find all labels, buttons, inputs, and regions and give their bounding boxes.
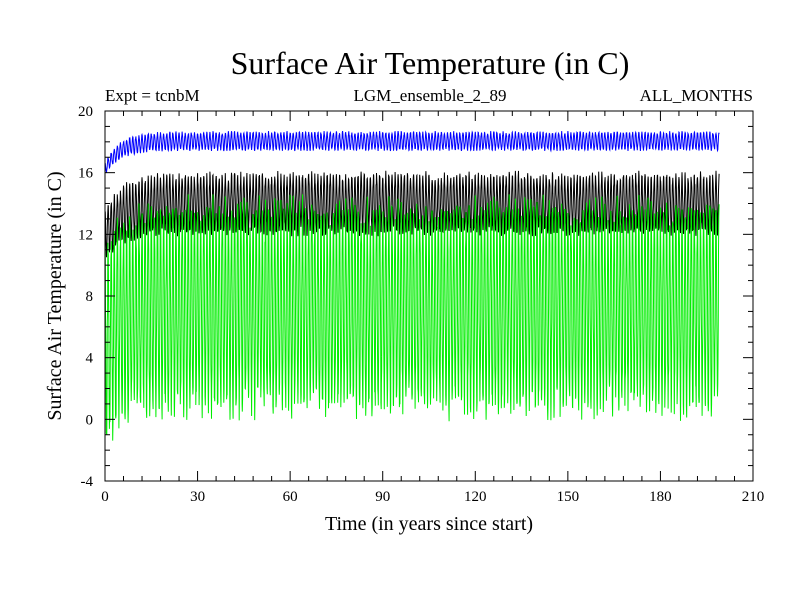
x-tick-label: 180 [649,489,672,505]
y-axis-label: Surface Air Temperature (in C) [44,171,66,420]
y-tick-label: -4 [81,474,94,490]
x-tick-label: 150 [557,489,580,505]
y-tick-label: 4 [86,351,94,367]
series-line-middle [104,170,720,258]
x-tick-label: 30 [190,489,205,505]
ensemble-label: LGM_ensemble_2_89 [354,86,507,105]
series-line-upper [104,130,720,173]
x-tick-label: 90 [375,489,390,505]
months-label: ALL_MONTHS [640,86,753,105]
tick-layer: 0 30 60 90 120 150 180 210 -4 0 4 8 12 16 20 [78,104,764,505]
y-tick-label: 0 [86,412,94,428]
x-axis-label: Time (in years since start) [325,513,533,535]
experiment-label: Expt = tcnbM [105,86,200,105]
x-tick-label: 60 [283,489,298,505]
x-tick-label: 120 [464,489,487,505]
y-tick-label: 8 [86,289,94,305]
y-tick-label: 20 [78,104,93,120]
y-tick-label: 12 [78,227,93,243]
y-tick-label: 16 [78,166,94,182]
series-layer [104,130,720,441]
series-line-lower [104,194,720,441]
chart-title: Surface Air Temperature (in C) [231,45,630,81]
x-tick-label: 210 [742,489,765,505]
plot-frame [104,110,754,482]
x-tick-label: 0 [101,489,109,505]
